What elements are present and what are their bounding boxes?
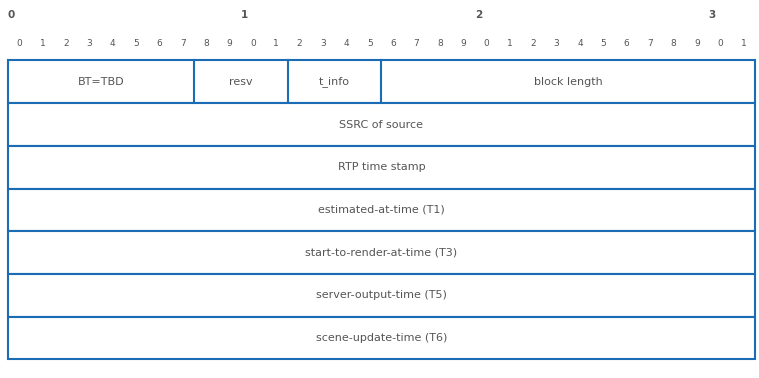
Text: 4: 4 — [344, 39, 349, 48]
Text: 9: 9 — [227, 39, 232, 48]
Text: 3: 3 — [320, 39, 326, 48]
Text: 8: 8 — [437, 39, 442, 48]
Text: 0: 0 — [717, 39, 723, 48]
Text: 2: 2 — [297, 39, 302, 48]
Text: 5: 5 — [600, 39, 606, 48]
Text: 0: 0 — [17, 39, 22, 48]
Text: 3: 3 — [87, 39, 93, 48]
Text: RTP time stamp: RTP time stamp — [338, 162, 425, 172]
Text: t_info: t_info — [320, 76, 350, 87]
Text: 8: 8 — [670, 39, 676, 48]
Text: 6: 6 — [156, 39, 162, 48]
Text: 8: 8 — [203, 39, 209, 48]
Text: 0: 0 — [483, 39, 490, 48]
Text: 1: 1 — [273, 39, 279, 48]
Text: 9: 9 — [460, 39, 466, 48]
Text: 0: 0 — [250, 39, 256, 48]
Text: 1: 1 — [741, 39, 746, 48]
Text: 5: 5 — [134, 39, 139, 48]
Text: scene-update-time (T6): scene-update-time (T6) — [316, 333, 447, 343]
Bar — [8, 146, 755, 189]
Bar — [8, 274, 755, 317]
Bar — [8, 189, 755, 231]
Text: 1: 1 — [241, 11, 248, 20]
Text: 5: 5 — [367, 39, 373, 48]
Text: 2: 2 — [63, 39, 69, 48]
Text: SSRC of source: SSRC of source — [339, 119, 424, 130]
Text: server-output-time (T5): server-output-time (T5) — [316, 290, 447, 301]
Text: 6: 6 — [390, 39, 396, 48]
Bar — [8, 60, 755, 103]
Text: 3: 3 — [708, 11, 716, 20]
Text: 7: 7 — [180, 39, 186, 48]
Text: 4: 4 — [110, 39, 115, 48]
Text: 1: 1 — [39, 39, 46, 48]
Text: resv: resv — [229, 77, 253, 87]
Text: 7: 7 — [647, 39, 653, 48]
Text: 2: 2 — [531, 39, 536, 48]
Text: 9: 9 — [694, 39, 700, 48]
Text: start-to-render-at-time (T3): start-to-render-at-time (T3) — [305, 248, 458, 258]
Text: block length: block length — [534, 77, 603, 87]
Text: 2: 2 — [475, 11, 482, 20]
Bar — [8, 103, 755, 146]
Text: 3: 3 — [554, 39, 559, 48]
Text: BT=TBD: BT=TBD — [77, 77, 124, 87]
Text: 7: 7 — [414, 39, 419, 48]
Bar — [8, 231, 755, 274]
Text: estimated-at-time (T1): estimated-at-time (T1) — [318, 205, 445, 215]
Bar — [8, 317, 755, 359]
Text: 4: 4 — [577, 39, 583, 48]
Text: 1: 1 — [507, 39, 513, 48]
Text: 6: 6 — [624, 39, 629, 48]
Text: 0: 0 — [8, 11, 15, 20]
